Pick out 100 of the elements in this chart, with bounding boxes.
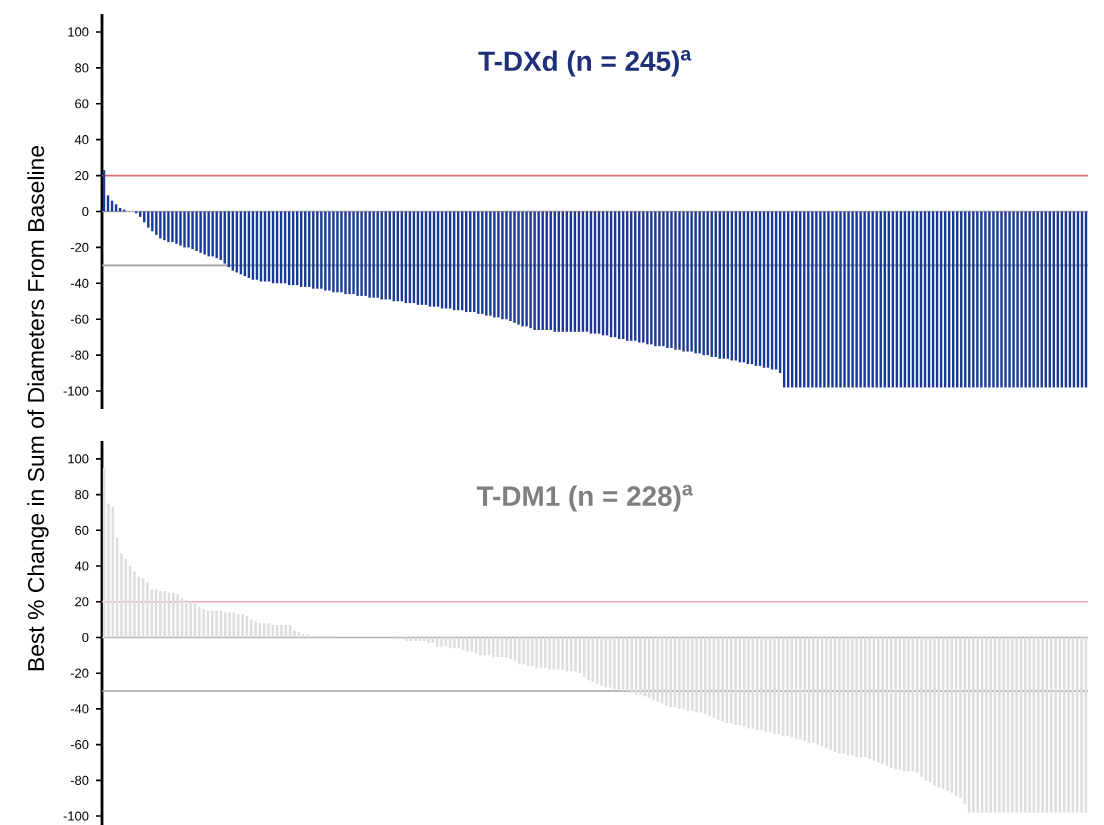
- bar: [678, 211, 681, 350]
- bar: [807, 211, 810, 388]
- bar: [159, 211, 162, 239]
- bar: [646, 211, 649, 345]
- bar: [690, 211, 693, 352]
- bar: [368, 211, 371, 298]
- bar: [1000, 211, 1003, 388]
- bar: [831, 211, 834, 388]
- bar: [976, 211, 979, 388]
- y-tick-label: 60: [75, 99, 89, 109]
- y-tick-label: 60: [75, 525, 89, 535]
- bar: [171, 211, 174, 243]
- bar: [328, 211, 331, 291]
- bar: [642, 211, 645, 343]
- bar: [835, 211, 838, 388]
- bar: [666, 211, 669, 348]
- bar: [996, 211, 999, 388]
- bar: [195, 211, 198, 251]
- bar: [207, 211, 210, 257]
- bar: [658, 211, 661, 347]
- bar: [972, 211, 975, 388]
- bar: [815, 211, 818, 388]
- bar: [199, 211, 202, 253]
- bar: [1028, 211, 1031, 388]
- bar: [505, 211, 508, 320]
- bar: [863, 211, 866, 388]
- y-tick-label: -100: [63, 386, 89, 396]
- bar: [686, 211, 689, 352]
- bar: [203, 211, 206, 255]
- bar: [847, 211, 850, 388]
- bar: [155, 211, 158, 235]
- y-tick-label: 80: [75, 63, 89, 73]
- bar: [992, 211, 995, 388]
- bar: [211, 211, 214, 257]
- bar: [360, 211, 363, 296]
- y-tick-label: 40: [74, 561, 89, 571]
- bar: [843, 211, 846, 388]
- bar: [706, 211, 709, 356]
- bar: [509, 211, 512, 322]
- bar: [167, 211, 170, 243]
- bar: [541, 211, 544, 330]
- bar: [320, 211, 323, 289]
- bar: [682, 211, 685, 352]
- y-tick-label: -40: [70, 278, 89, 288]
- bar: [1008, 211, 1011, 388]
- bar: [702, 211, 705, 356]
- y-tick-label: 0: [82, 632, 89, 643]
- bar: [376, 211, 379, 298]
- bar: [501, 211, 504, 320]
- bar: [859, 211, 862, 388]
- bar: [698, 211, 701, 354]
- y-tick-label: -60: [70, 740, 89, 750]
- bar: [340, 211, 343, 293]
- bar: [513, 211, 516, 323]
- bar: [163, 211, 166, 241]
- bar: [348, 211, 351, 295]
- bar: [670, 211, 673, 348]
- bar: [855, 211, 858, 388]
- bar: [324, 211, 327, 291]
- bar: [191, 211, 194, 250]
- bar: [984, 211, 987, 388]
- y-tick-label: -40: [70, 704, 89, 714]
- y-tick-label: 40: [74, 135, 89, 145]
- bar: [481, 211, 484, 314]
- y-tick-label: -60: [70, 314, 89, 324]
- bar: [1032, 211, 1035, 388]
- bar: [493, 211, 496, 318]
- bar: [839, 211, 842, 388]
- y-tick-label: 20: [75, 171, 89, 181]
- bar: [525, 211, 528, 327]
- text: T-DXd (n = 245)$^{a}$: [478, 49, 692, 77]
- bar: [650, 211, 653, 345]
- bar: [332, 211, 335, 293]
- bar: [827, 211, 830, 388]
- bar: [175, 211, 178, 244]
- bar: [537, 211, 540, 330]
- bar: [187, 211, 190, 248]
- bar: [529, 211, 532, 329]
- bar: [356, 211, 359, 296]
- bar: [139, 211, 142, 217]
- bar: [674, 211, 677, 350]
- bar: [521, 211, 524, 327]
- bar: [1016, 211, 1019, 388]
- bar: [819, 211, 822, 388]
- bar: [485, 211, 488, 316]
- bar: [871, 211, 874, 388]
- bar: [980, 211, 983, 388]
- bar: [1020, 211, 1023, 388]
- bar: [851, 211, 854, 388]
- bar: [364, 211, 367, 296]
- y-tick-label: 80: [75, 490, 89, 500]
- bar: [1004, 211, 1007, 388]
- bar: [372, 211, 375, 298]
- bar: [151, 211, 154, 232]
- bar: [497, 211, 500, 318]
- bar: [823, 211, 826, 388]
- y-tick-label: -20: [70, 242, 89, 252]
- bar: [811, 211, 814, 388]
- bar: [489, 211, 492, 316]
- bar: [694, 211, 697, 354]
